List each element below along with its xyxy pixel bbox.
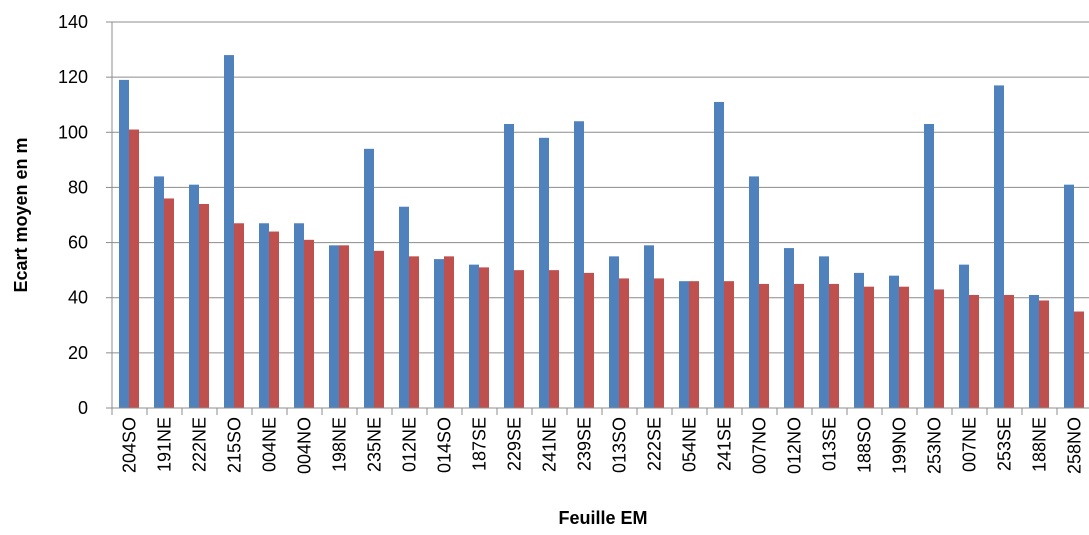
bar-series-2-007NE <box>969 294 979 408</box>
x-tick-label: 222SE <box>645 417 665 471</box>
bar-series-1-004NO <box>294 223 304 408</box>
bar-series-1-004NE <box>259 223 269 408</box>
bar-series-1-007NO <box>749 176 759 408</box>
bar-series-2-004NO <box>304 239 314 408</box>
x-tick-labels: 204SO 191NE 222NE 215SO 004NE 004NO 198NE 235NE… <box>120 417 1085 474</box>
bar-series-1-215SO <box>224 55 234 408</box>
x-tick-label: 239SE <box>575 417 595 471</box>
bar-series-2-013SO <box>619 278 629 408</box>
bar-series-1-253SE <box>994 85 1004 409</box>
y-tick-labels: 0 20 40 60 80 100 120 140 <box>58 12 88 418</box>
bar-series-1-198NE <box>329 245 339 408</box>
bar-series-2-004NE <box>269 231 279 408</box>
x-tick-label: 222NE <box>190 417 210 472</box>
x-tick-label: 199NO <box>890 417 910 474</box>
x-tick-label: 191NE <box>155 417 175 472</box>
bar-series-1-014SO <box>434 259 444 408</box>
bar-series-2-222NE <box>199 203 209 408</box>
x-tick-label: 004NE <box>260 417 280 472</box>
bar-series-2-215SO <box>234 223 244 408</box>
bar-series-1-222NE <box>189 184 199 408</box>
y-axis-title: Ecart moyen en m <box>11 137 31 292</box>
bar-series-1-241NE <box>539 137 549 409</box>
x-tick-label: 188NE <box>1030 417 1050 472</box>
x-tick-label: 187SE <box>470 417 490 471</box>
bar-series-1-204SO <box>119 79 129 409</box>
y-tick-label: 80 <box>68 177 88 197</box>
x-tick-label: 253SE <box>995 417 1015 471</box>
bar-series-2-187SE <box>479 267 489 408</box>
bar-series-2-258NO <box>1074 311 1084 408</box>
bar-series-1-239SE <box>574 121 584 408</box>
bar-series-1-012NO <box>784 248 794 408</box>
bars <box>119 55 1084 409</box>
bar-series-2-012NE <box>409 256 419 408</box>
bar-series-1-229SE <box>504 124 514 408</box>
bar-series-1-258NO <box>1064 184 1074 408</box>
x-tick-label: 007NE <box>960 417 980 472</box>
x-tick-label: 013SE <box>820 417 840 471</box>
x-tick-label: 241NE <box>540 417 560 472</box>
bar-series-1-253NO <box>924 124 934 408</box>
bar-series-2-204SO <box>129 129 139 408</box>
bar-series-2-229SE <box>514 270 524 408</box>
y-tick-label: 60 <box>68 233 88 253</box>
bar-series-2-191NE <box>164 198 174 408</box>
x-axis-title: Feuille EM <box>558 508 647 528</box>
x-tick-label: 012NO <box>785 417 805 474</box>
bar-series-1-188SO <box>854 272 864 408</box>
x-tick-label: 235NE <box>365 417 385 472</box>
bar-series-2-253NO <box>934 289 944 408</box>
bar-series-1-054NE <box>679 281 689 408</box>
bar-series-2-222SE <box>654 278 664 408</box>
x-tick-label: 054NE <box>680 417 700 472</box>
x-tick-label: 007NO <box>750 417 770 474</box>
x-tick-label: 004NO <box>295 417 315 474</box>
bar-series-2-188NE <box>1039 300 1049 408</box>
bar-series-2-054NE <box>689 281 699 408</box>
bar-series-2-241NE <box>549 270 559 408</box>
x-tick-label: 188SO <box>855 417 875 473</box>
x-tick-label: 229SE <box>505 417 525 471</box>
x-tick-label: 204SO <box>120 417 140 473</box>
y-tick-label: 40 <box>68 288 88 308</box>
bar-series-1-013SE <box>819 256 829 408</box>
bar-series-1-007NE <box>959 264 969 408</box>
bar-series-1-241SE <box>714 101 724 408</box>
bar-series-2-012NO <box>794 283 804 408</box>
x-tick-label: 258NO <box>1065 417 1085 474</box>
bar-series-2-199NO <box>899 286 909 408</box>
bar-series-2-253SE <box>1004 294 1014 408</box>
bar-series-2-198NE <box>339 245 349 408</box>
x-tick-label: 241SE <box>715 417 735 471</box>
bar-series-1-188NE <box>1029 294 1039 408</box>
y-tick-label: 0 <box>78 398 88 418</box>
y-tick-label: 20 <box>68 343 88 363</box>
bar-series-2-007NO <box>759 283 769 408</box>
x-tick-label: 198NE <box>330 417 350 472</box>
x-tick-label: 012NE <box>400 417 420 472</box>
x-tick-label: 215SO <box>225 417 245 473</box>
bar-series-2-014SO <box>444 256 454 408</box>
bar-series-2-241SE <box>724 281 734 408</box>
axes <box>106 21 1089 415</box>
bar-series-1-235NE <box>364 148 374 409</box>
bar-series-2-013SE <box>829 283 839 408</box>
bar-series-2-239SE <box>584 272 594 408</box>
bar-series-1-187SE <box>469 264 479 408</box>
bar-series-2-235NE <box>374 250 384 408</box>
bar-series-2-188SO <box>864 286 874 408</box>
bar-series-1-191NE <box>154 176 164 408</box>
y-tick-label: 140 <box>58 12 88 32</box>
y-tick-label: 100 <box>58 122 88 142</box>
y-tick-label: 120 <box>58 67 88 87</box>
x-tick-label: 253NO <box>925 417 945 474</box>
bar-series-1-013SO <box>609 256 619 408</box>
bar-series-1-012NE <box>399 206 409 408</box>
bar-series-1-222SE <box>644 245 654 408</box>
bar-series-1-199NO <box>889 275 899 408</box>
x-tick-label: 014SO <box>435 417 455 473</box>
x-tick-label: 013SO <box>610 417 630 473</box>
